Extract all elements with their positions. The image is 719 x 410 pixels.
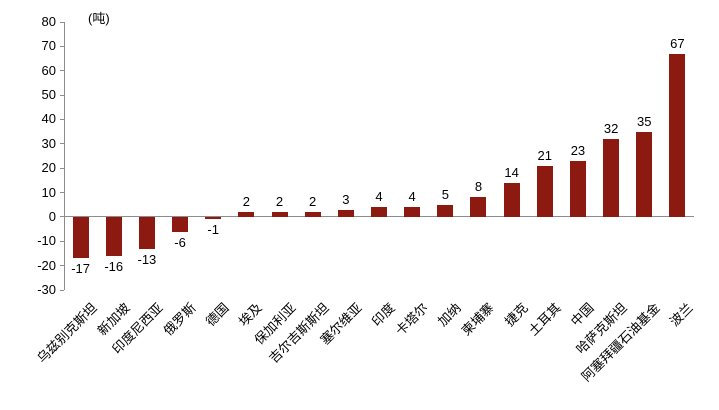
y-tick-label: 30 bbox=[41, 135, 56, 151]
y-tick-label: 20 bbox=[41, 160, 56, 176]
category-label: 波兰 bbox=[667, 300, 697, 330]
bar bbox=[337, 209, 354, 217]
bar bbox=[304, 212, 321, 217]
bar-value-label: 2 bbox=[309, 194, 317, 210]
bar bbox=[238, 212, 255, 217]
y-tick-label: 70 bbox=[41, 38, 56, 54]
x-axis-zero-line bbox=[64, 216, 694, 218]
bar-value-label: 3 bbox=[342, 191, 350, 207]
bar bbox=[72, 216, 89, 259]
bar bbox=[172, 216, 189, 232]
y-tick-mark bbox=[60, 21, 64, 23]
bar-value-label: 5 bbox=[441, 186, 449, 202]
y-tick-label: 50 bbox=[41, 87, 56, 103]
category-label: 俄罗斯 bbox=[160, 300, 199, 339]
bar bbox=[636, 131, 653, 217]
bar-value-label: 4 bbox=[375, 189, 383, 205]
y-tick-mark bbox=[60, 289, 64, 291]
y-tick-mark bbox=[60, 240, 64, 242]
category-label: 土耳其 bbox=[525, 300, 564, 339]
y-tick-label: -10 bbox=[37, 233, 56, 249]
y-tick-label: 0 bbox=[48, 208, 56, 224]
bar-value-label: 67 bbox=[670, 35, 685, 51]
bar-value-label: -16 bbox=[104, 258, 124, 274]
bar-value-label: 14 bbox=[504, 164, 519, 180]
bar bbox=[470, 197, 487, 217]
y-tick-mark bbox=[60, 192, 64, 194]
category-label: 柬埔寨 bbox=[459, 300, 498, 339]
bar bbox=[437, 204, 454, 217]
y-tick-mark bbox=[60, 265, 64, 267]
bar-value-label: 23 bbox=[570, 142, 586, 158]
y-tick-mark bbox=[60, 167, 64, 169]
bar bbox=[669, 53, 686, 217]
bar bbox=[404, 207, 421, 217]
y-tick-mark bbox=[60, 118, 64, 120]
category-label: 乌兹别克斯坦 bbox=[33, 300, 100, 366]
y-tick-mark bbox=[60, 94, 64, 96]
category-label: 德国 bbox=[202, 300, 232, 330]
bar-value-label: -6 bbox=[174, 234, 186, 250]
y-tick-label: 40 bbox=[41, 111, 56, 127]
y-tick-label: 80 bbox=[41, 14, 56, 29]
bar bbox=[536, 165, 553, 217]
bar-value-label: 35 bbox=[637, 113, 652, 129]
bar bbox=[271, 212, 288, 217]
category-label: 卡塔尔 bbox=[392, 300, 431, 339]
bar-value-label: 21 bbox=[537, 147, 553, 163]
bar bbox=[503, 182, 520, 217]
bar bbox=[603, 138, 620, 217]
bar-value-label: 2 bbox=[242, 194, 250, 210]
y-tick-label: -30 bbox=[37, 282, 56, 297]
bar-value-label: 32 bbox=[603, 120, 619, 136]
bar-value-label: -13 bbox=[137, 251, 157, 267]
y-tick-mark bbox=[60, 216, 64, 218]
bar bbox=[569, 160, 586, 217]
y-tick-mark bbox=[60, 45, 64, 47]
y-tick-label: -20 bbox=[37, 257, 56, 273]
bar-value-label: 8 bbox=[474, 179, 483, 195]
y-tick-mark bbox=[60, 143, 64, 145]
bar bbox=[138, 216, 155, 249]
y-tick-mark bbox=[60, 70, 64, 72]
bar-value-label: -17 bbox=[71, 261, 90, 277]
unit-label: (吨) bbox=[88, 11, 110, 26]
bar bbox=[105, 216, 122, 256]
y-tick-label: 60 bbox=[41, 62, 56, 78]
bar-value-label: -1 bbox=[207, 222, 219, 238]
bar bbox=[205, 216, 222, 220]
y-tick-label: 10 bbox=[41, 184, 56, 200]
y-axis bbox=[64, 22, 65, 290]
bar bbox=[371, 207, 387, 217]
bar-value-label: 2 bbox=[275, 194, 284, 210]
plot-area: -17 -16 -13 -6 -1 2 2 2 3 4 4 5 8 14 21 23 32 35 67 bbox=[64, 22, 694, 290]
bar-value-label: 4 bbox=[408, 189, 416, 205]
